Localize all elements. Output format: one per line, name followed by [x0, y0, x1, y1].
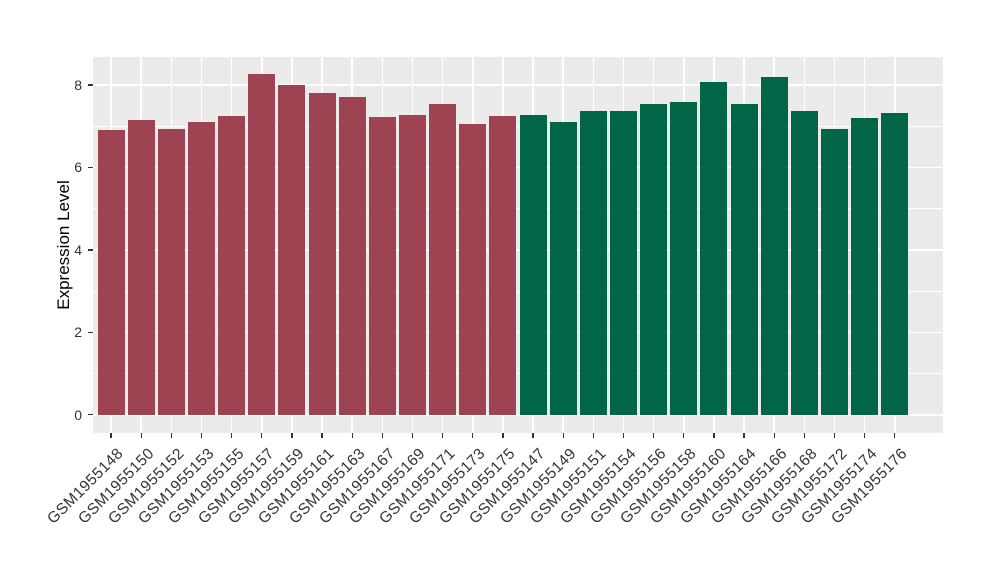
bar-GSM1955150 — [127, 120, 155, 415]
x-tick-mark-GSM1955168 — [803, 433, 805, 438]
bar-GSM1955151 — [579, 111, 607, 415]
x-tick-mark-GSM1955159 — [291, 433, 293, 438]
bar-GSM1955175 — [489, 115, 517, 415]
x-tick-mark-GSM1955160 — [713, 433, 715, 438]
bar-GSM1955155 — [218, 116, 246, 415]
bar-GSM1955173 — [459, 123, 487, 415]
y-tick-mark-2 — [87, 331, 93, 333]
bar-GSM1955169 — [398, 114, 427, 415]
major-gridline-y-8 — [93, 84, 943, 86]
x-tick-mark-GSM1955166 — [773, 433, 775, 438]
bar-GSM1955164 — [730, 104, 758, 415]
major-gridline-y-6 — [93, 166, 943, 169]
minor-gridline-y-1 — [93, 373, 943, 375]
y-tick-mark-0 — [87, 414, 93, 416]
minor-gridline-y-7 — [93, 125, 943, 127]
bar-GSM1955176 — [881, 113, 909, 415]
y-tick-label-4: 4 — [74, 241, 82, 258]
x-tick-mark-GSM1955163 — [351, 433, 353, 438]
bar-GSM1955171 — [429, 103, 457, 415]
bar-GSM1955154 — [609, 111, 638, 415]
y-tick-mark-4 — [87, 249, 93, 251]
bar-GSM1955174 — [851, 118, 879, 415]
bar-GSM1955158 — [670, 101, 698, 415]
x-tick-mark-GSM1955167 — [381, 433, 383, 438]
minor-gridline-y-5 — [93, 208, 943, 210]
bar-GSM1955156 — [640, 104, 668, 415]
y-tick-label-6: 6 — [74, 159, 82, 176]
major-gridline-y-0 — [93, 414, 943, 416]
x-tick-mark-GSM1955157 — [261, 433, 263, 438]
major-gridline-y-4 — [93, 249, 943, 251]
y-tick-label-2: 2 — [74, 324, 82, 341]
x-tick-mark-GSM1955152 — [170, 433, 172, 438]
bar-GSM1955172 — [820, 129, 849, 415]
y-tick-label-0: 0 — [74, 406, 82, 423]
x-tick-mark-GSM1955176 — [894, 433, 896, 438]
bar-GSM1955153 — [187, 121, 216, 415]
x-tick-mark-GSM1955148 — [110, 433, 112, 438]
x-tick-mark-GSM1955151 — [592, 433, 594, 438]
y-tick-mark-6 — [87, 166, 93, 169]
x-tick-mark-GSM1955174 — [864, 433, 866, 438]
x-tick-mark-GSM1955161 — [321, 433, 323, 438]
bar-GSM1955159 — [278, 84, 306, 415]
plot-area — [93, 57, 943, 433]
major-gridline-y-2 — [93, 331, 943, 334]
x-tick-mark-GSM1955156 — [653, 433, 655, 438]
bar-GSM1955163 — [338, 96, 366, 415]
y-tick-label-8: 8 — [74, 77, 82, 94]
y-tick-mark-8 — [87, 84, 93, 86]
bar-GSM1955167 — [368, 117, 396, 415]
x-tick-mark-GSM1955153 — [200, 433, 203, 438]
x-tick-mark-GSM1955171 — [442, 433, 444, 438]
bar-GSM1955166 — [760, 76, 788, 415]
bar-GSM1955149 — [549, 122, 577, 415]
x-tick-mark-GSM1955158 — [683, 433, 685, 438]
x-tick-mark-GSM1955147 — [532, 433, 534, 438]
bar-GSM1955157 — [248, 73, 276, 415]
minor-gridline-y-3 — [93, 290, 943, 292]
x-tick-mark-GSM1955172 — [833, 433, 836, 438]
x-tick-mark-GSM1955150 — [140, 433, 142, 438]
bar-GSM1955152 — [157, 129, 185, 415]
x-tick-mark-GSM1955154 — [622, 433, 625, 438]
bar-GSM1955161 — [308, 92, 336, 415]
bar-GSM1955148 — [97, 129, 125, 415]
bar-GSM1955168 — [790, 111, 818, 415]
x-tick-mark-GSM1955155 — [231, 433, 233, 438]
x-tick-mark-GSM1955173 — [472, 433, 474, 438]
bar-GSM1955147 — [519, 114, 547, 415]
bar-GSM1955160 — [700, 82, 728, 415]
x-tick-mark-GSM1955149 — [562, 433, 564, 438]
x-tick-mark-GSM1955164 — [743, 433, 745, 438]
x-tick-mark-GSM1955169 — [411, 433, 414, 438]
x-tick-mark-GSM1955175 — [502, 433, 504, 438]
